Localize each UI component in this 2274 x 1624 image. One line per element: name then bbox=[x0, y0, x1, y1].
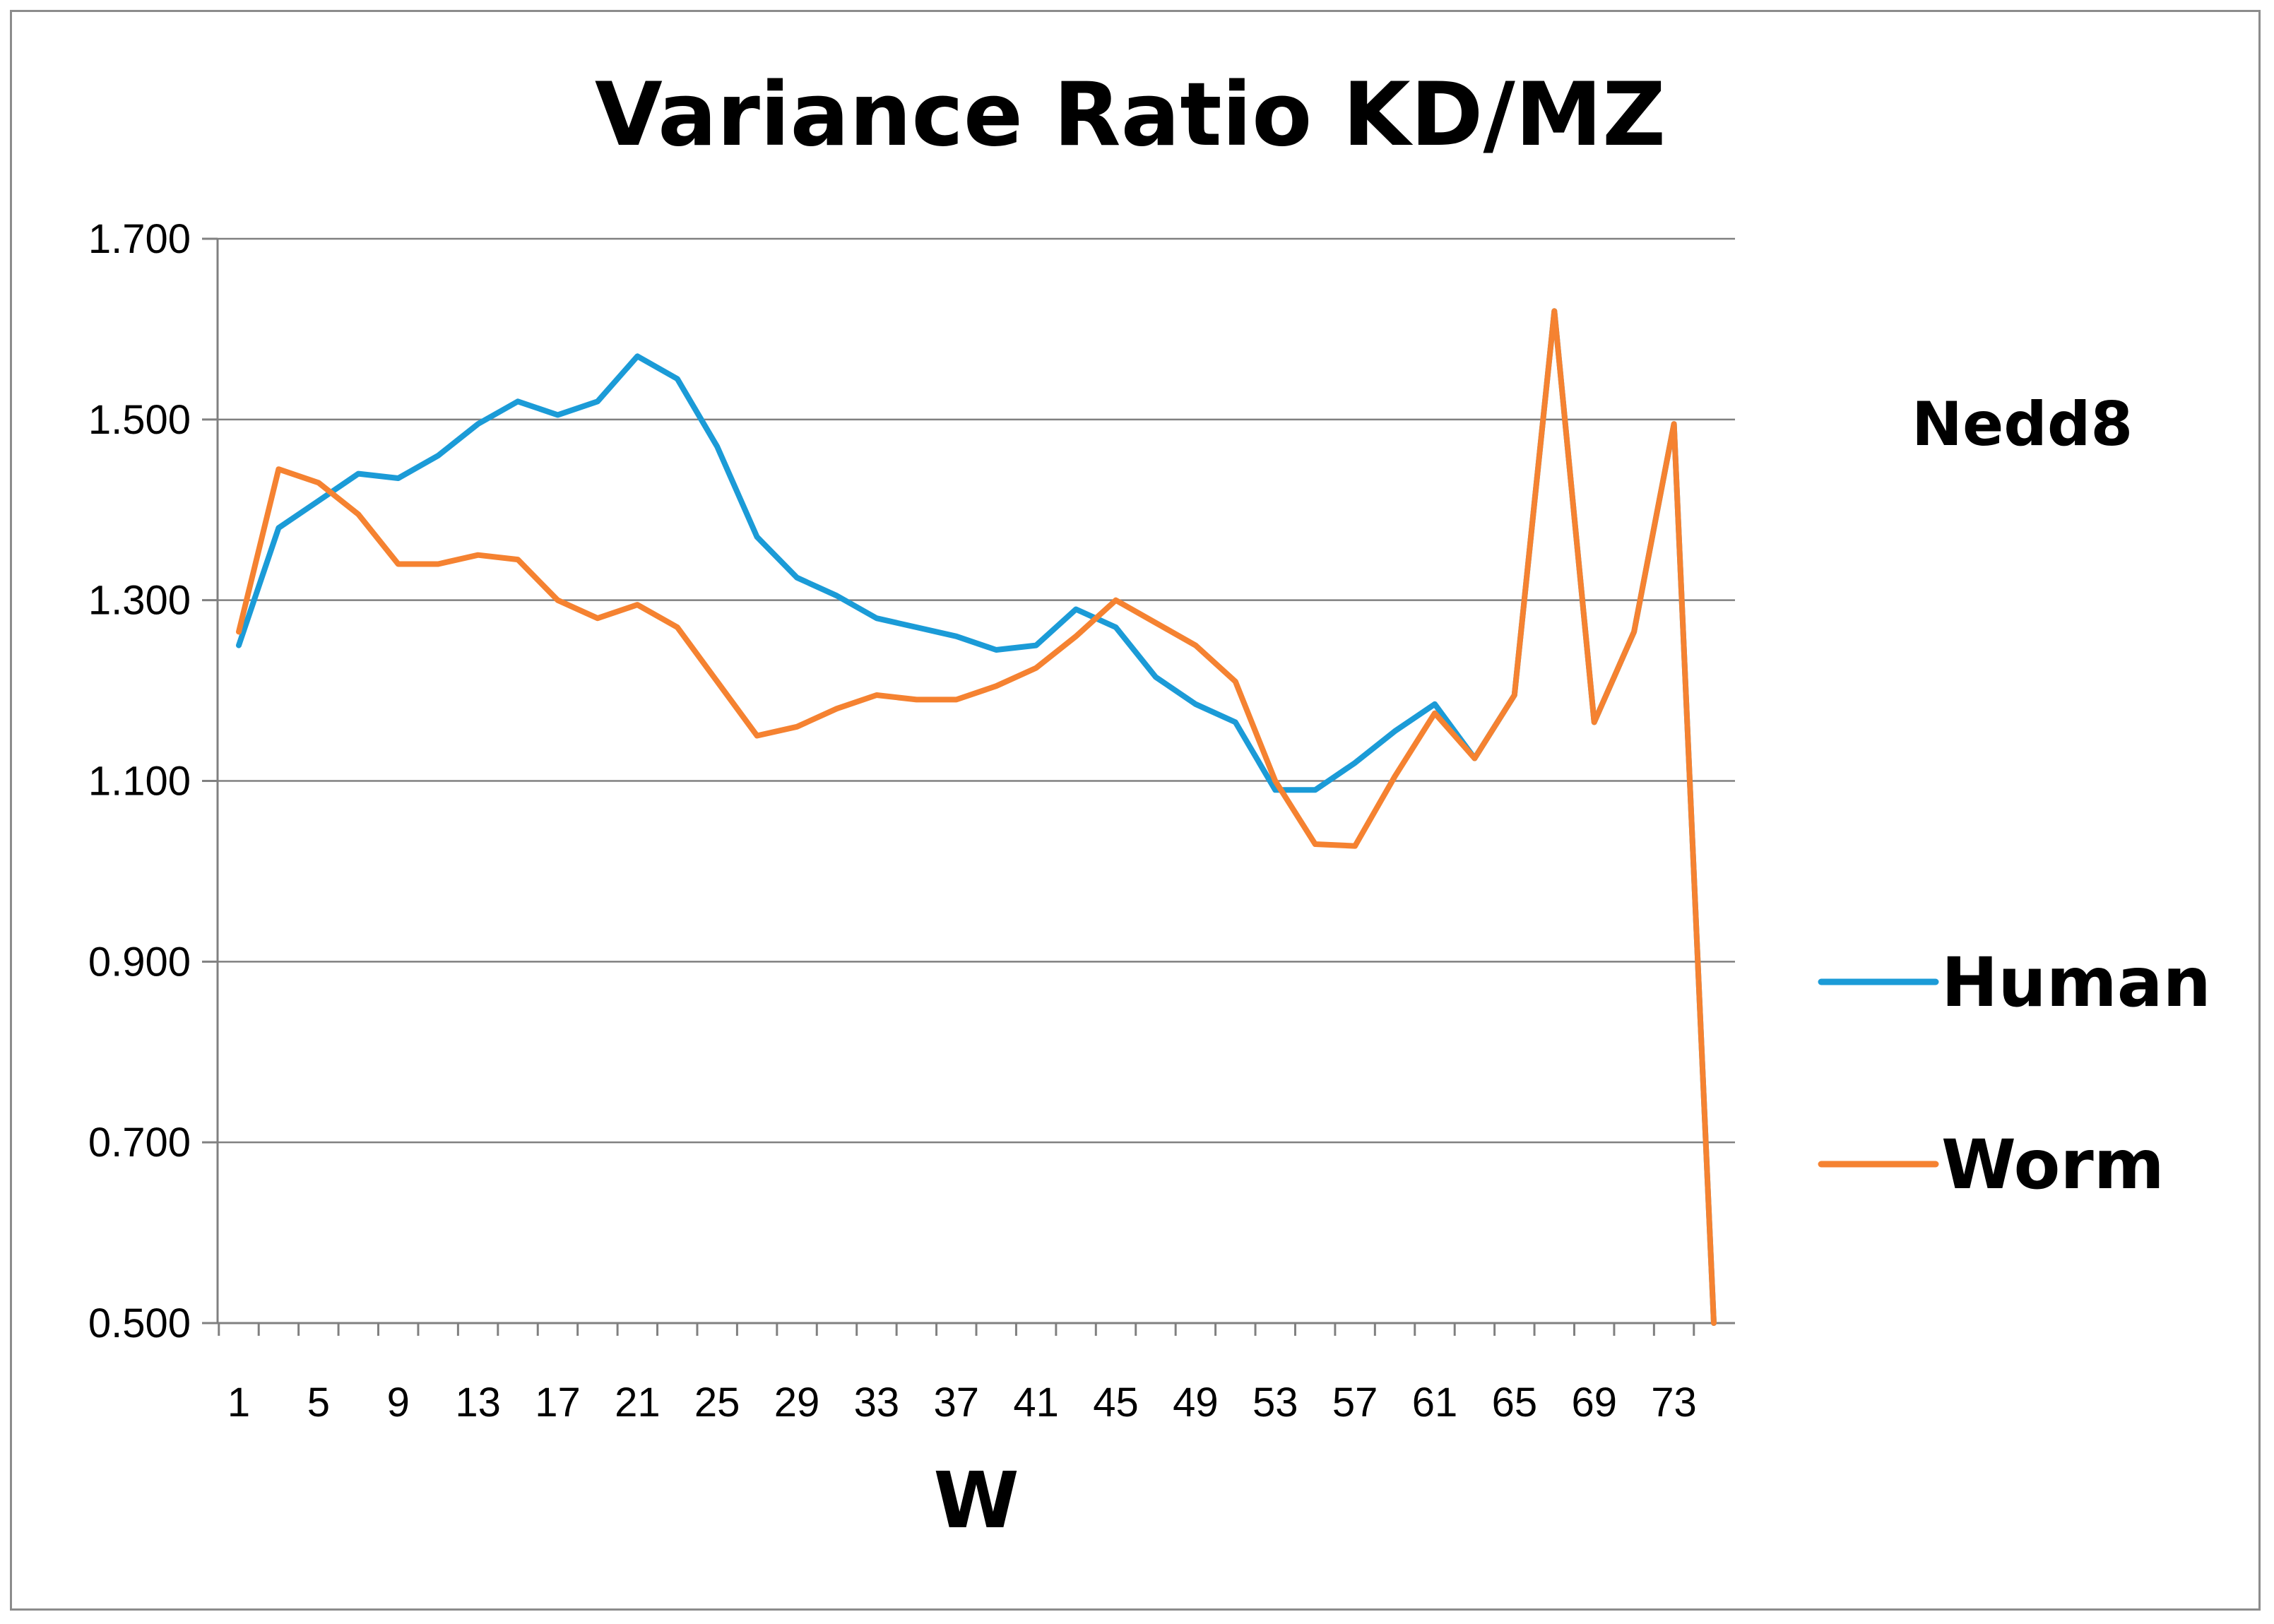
x-tick-label: 5 bbox=[307, 1380, 330, 1426]
x-tick-label: 33 bbox=[854, 1380, 900, 1426]
x-tick-label: 1 bbox=[227, 1380, 250, 1426]
legend: Human Worm bbox=[1818, 943, 2211, 1204]
chart-frame bbox=[10, 10, 2261, 1611]
x-tick-label: 29 bbox=[774, 1380, 820, 1426]
x-tick-label: 73 bbox=[1651, 1380, 1697, 1426]
legend-label-worm: Worm bbox=[1941, 1125, 2165, 1204]
x-tick-label: 57 bbox=[1332, 1380, 1378, 1426]
x-tick-label: 45 bbox=[1093, 1380, 1139, 1426]
x-tick-labels: 1 5 9 13 17 21 25 29 33 37 41 45 49 53 57 61 65 69 73 bbox=[227, 1380, 1697, 1426]
y-tick-label: 1.500 bbox=[88, 397, 191, 443]
x-axis-label: W bbox=[933, 1455, 1019, 1546]
x-tick-label: 21 bbox=[615, 1380, 661, 1426]
y-tick-label: 1.100 bbox=[88, 759, 191, 805]
series-line-human bbox=[236, 308, 1717, 1326]
chart-annotation: Nedd8 bbox=[1912, 389, 2133, 460]
y-tick-label: 1.700 bbox=[88, 216, 191, 262]
x-tick-label: 65 bbox=[1492, 1380, 1538, 1426]
y-tick-labels: 1.700 1.500 1.300 1.100 0.900 0.700 0.500 bbox=[88, 216, 191, 1346]
x-tick-label: 9 bbox=[387, 1380, 410, 1426]
legend-label-human: Human bbox=[1941, 943, 2211, 1022]
series-lines bbox=[236, 308, 1717, 1326]
series-line-worm bbox=[236, 308, 1717, 1326]
x-tick-label: 69 bbox=[1571, 1380, 1617, 1426]
chart-title: Variance Ratio KD/MZ bbox=[595, 64, 1666, 166]
x-tick-label: 25 bbox=[694, 1380, 740, 1426]
x-tick-label: 13 bbox=[455, 1380, 501, 1426]
x-tick-label: 61 bbox=[1412, 1380, 1458, 1426]
x-tick-label: 17 bbox=[535, 1380, 581, 1426]
gridlines bbox=[202, 237, 1735, 1324]
x-tick-label: 41 bbox=[1013, 1380, 1059, 1426]
y-tick-label: 0.900 bbox=[88, 939, 191, 985]
axes bbox=[216, 239, 1735, 1336]
y-tick-label: 1.300 bbox=[88, 578, 191, 624]
x-tick-label: 49 bbox=[1173, 1380, 1219, 1426]
y-tick-label: 0.700 bbox=[88, 1120, 191, 1166]
y-tick-label: 0.500 bbox=[88, 1300, 191, 1346]
x-tick-label: 37 bbox=[934, 1380, 980, 1426]
x-tick-label: 53 bbox=[1253, 1380, 1298, 1426]
